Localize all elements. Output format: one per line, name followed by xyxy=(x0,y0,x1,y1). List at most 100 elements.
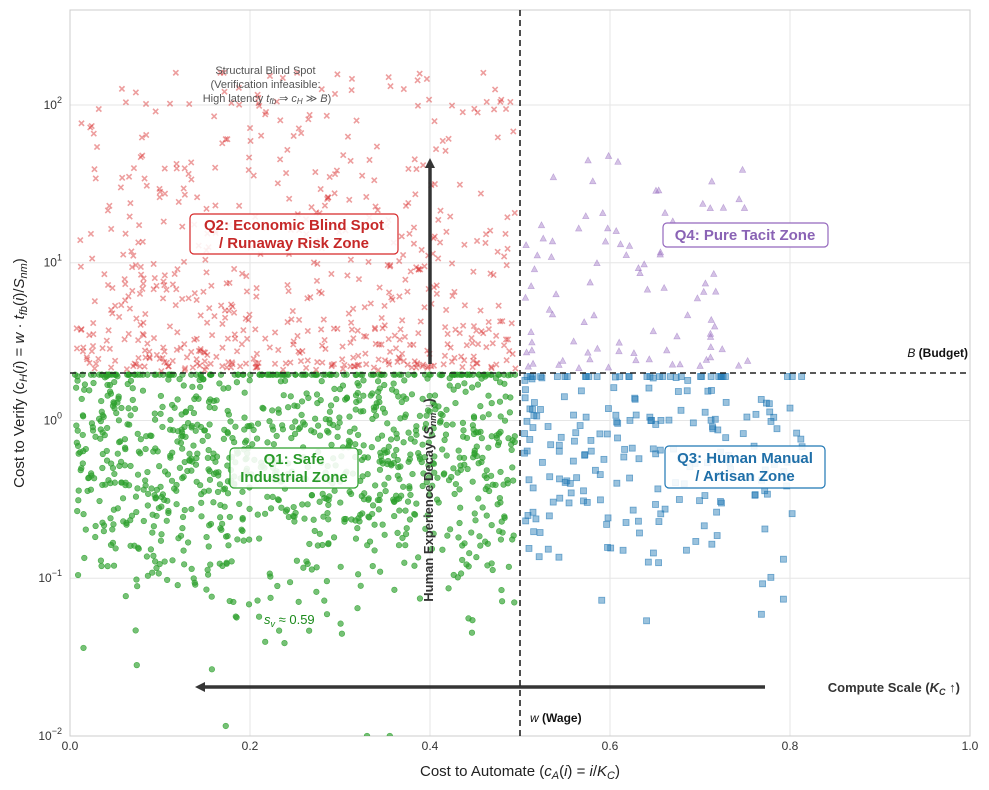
data-point xyxy=(483,512,490,519)
data-point xyxy=(430,234,437,242)
data-point xyxy=(625,241,634,249)
data-point xyxy=(178,411,185,418)
data-point xyxy=(626,416,634,424)
data-point xyxy=(305,116,312,123)
data-point xyxy=(462,388,469,395)
data-point xyxy=(654,186,663,194)
data-point xyxy=(236,500,243,508)
data-point xyxy=(241,426,248,433)
data-point xyxy=(89,342,97,350)
data-point xyxy=(262,335,269,342)
data-point xyxy=(139,330,146,338)
data-point xyxy=(396,336,403,343)
data-point xyxy=(90,130,97,137)
data-point xyxy=(559,356,567,364)
data-point xyxy=(722,373,729,380)
data-point xyxy=(470,426,477,433)
data-point xyxy=(126,421,133,428)
data-point xyxy=(98,408,105,415)
data-point xyxy=(340,151,347,159)
data-point xyxy=(766,408,774,416)
data-point xyxy=(324,195,331,203)
data-point xyxy=(156,185,163,193)
data-point xyxy=(304,357,311,364)
data-point xyxy=(135,221,143,229)
data-point xyxy=(665,416,673,424)
data-point xyxy=(353,117,360,124)
data-point xyxy=(354,361,361,369)
data-point xyxy=(206,522,213,529)
data-point xyxy=(402,202,410,210)
data-point xyxy=(469,339,476,347)
data-point xyxy=(250,355,257,362)
data-point xyxy=(426,491,433,498)
data-point xyxy=(169,401,176,409)
data-point xyxy=(489,481,496,488)
data-point xyxy=(146,353,153,361)
data-point xyxy=(144,371,151,378)
data-point xyxy=(313,391,321,398)
data-point xyxy=(240,327,247,334)
data-point xyxy=(474,381,482,388)
data-point xyxy=(80,413,87,420)
data-point xyxy=(97,557,105,564)
data-point xyxy=(530,412,538,419)
data-point xyxy=(242,439,249,446)
data-point xyxy=(582,413,590,421)
data-point xyxy=(176,464,183,472)
y-tick-label: 10−1 xyxy=(38,568,62,585)
data-point xyxy=(174,582,181,589)
data-point xyxy=(140,517,147,525)
data-point xyxy=(387,262,394,269)
data-point xyxy=(197,345,204,353)
data-point xyxy=(351,363,359,370)
data-point xyxy=(565,499,573,507)
data-point xyxy=(84,487,91,495)
data-point xyxy=(264,439,271,446)
data-point xyxy=(683,311,692,319)
data-point xyxy=(386,732,393,736)
data-point xyxy=(188,159,195,166)
data-point xyxy=(219,320,226,328)
data-point xyxy=(590,311,598,319)
data-point xyxy=(399,534,406,542)
data-point xyxy=(740,203,749,211)
data-point xyxy=(95,105,102,113)
data-point xyxy=(109,526,116,533)
data-point xyxy=(604,151,613,159)
data-point xyxy=(449,292,456,300)
data-point xyxy=(140,331,147,339)
data-point xyxy=(613,479,621,487)
data-point xyxy=(407,451,414,458)
data-point xyxy=(253,293,260,300)
data-point xyxy=(181,365,189,372)
data-point xyxy=(306,540,313,548)
data-point xyxy=(352,406,359,413)
data-point xyxy=(493,432,500,439)
data-point xyxy=(313,564,320,571)
data-point xyxy=(359,510,366,517)
data-point xyxy=(337,499,344,506)
data-point xyxy=(255,99,262,107)
data-point xyxy=(134,371,141,378)
data-point xyxy=(131,405,139,412)
data-point xyxy=(405,429,412,436)
data-point xyxy=(161,558,168,565)
data-point xyxy=(364,471,371,478)
data-point xyxy=(316,432,324,439)
data-point xyxy=(142,310,149,318)
data-point xyxy=(286,195,293,202)
data-point xyxy=(355,361,363,368)
data-point xyxy=(483,343,490,351)
data-point xyxy=(461,380,468,387)
data-point xyxy=(246,377,253,384)
data-point xyxy=(316,530,323,537)
data-point xyxy=(596,471,604,478)
data-point xyxy=(290,338,297,345)
data-point xyxy=(459,322,467,329)
data-point xyxy=(224,462,231,469)
data-point xyxy=(147,546,154,553)
data-point xyxy=(347,157,354,165)
data-point xyxy=(398,398,405,406)
data-point xyxy=(87,230,95,238)
